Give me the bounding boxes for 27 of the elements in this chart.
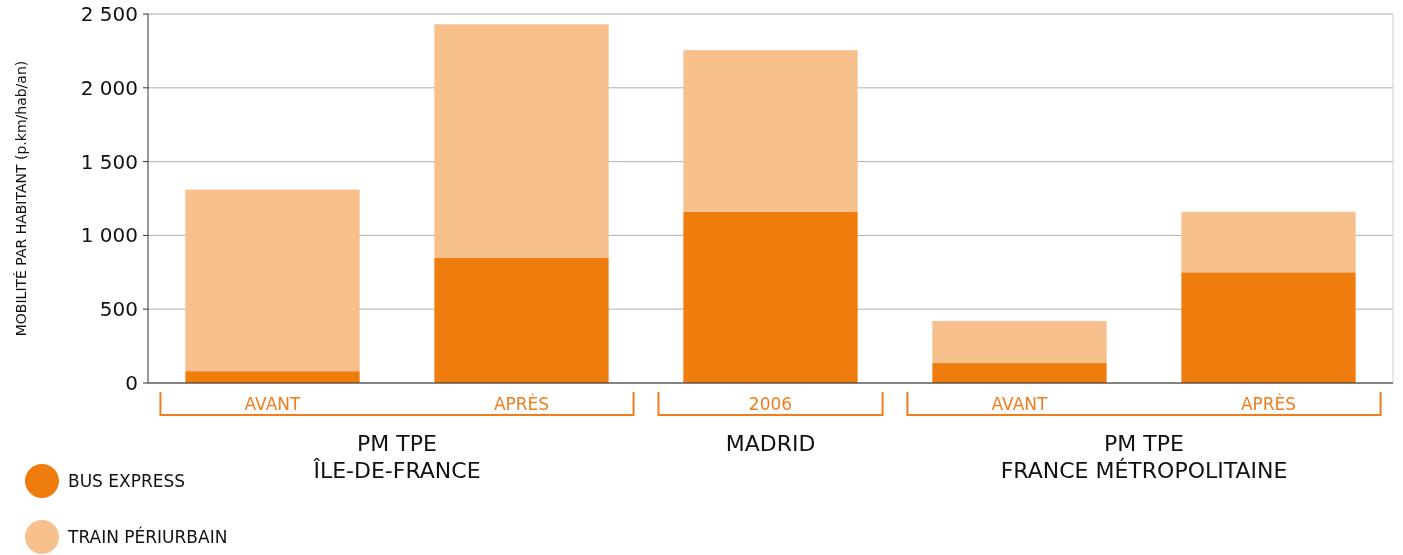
bar bbox=[932, 321, 1107, 364]
bar bbox=[1181, 211, 1356, 273]
text: PM TPE FRANCE MÉTROPOLITAINE bbox=[1000, 431, 1288, 483]
x-tick-label: AVANT bbox=[244, 394, 302, 414]
y-tick-label: 0 bbox=[125, 371, 138, 395]
bar bbox=[683, 50, 858, 212]
y-tick-label: 500 bbox=[99, 297, 138, 322]
text: PM TPE ÎLE-DE-FRANCE bbox=[312, 431, 481, 483]
legend-label: BUS EXPRESS bbox=[68, 470, 186, 491]
x-tick-label: 2006 bbox=[748, 394, 793, 414]
bar bbox=[932, 363, 1107, 383]
y-tick-label: 2 000 bbox=[80, 75, 138, 100]
x-tick-label: APRÈS bbox=[493, 393, 550, 414]
y-tick-label: 1 500 bbox=[80, 149, 138, 174]
bar bbox=[185, 189, 360, 372]
bar bbox=[434, 257, 609, 383]
legend-label: TRAIN PÉRIURBAIN bbox=[67, 525, 228, 547]
y-axis-title: MOBILITÉ PAR HABITANT (p.km/hab/an) bbox=[13, 60, 29, 337]
x-tick-label: APRÈS bbox=[1240, 393, 1297, 414]
bar bbox=[434, 24, 609, 258]
y-tick-label: 2 500 bbox=[80, 2, 138, 26]
bar bbox=[185, 371, 360, 383]
x-tick-label: AVANT bbox=[991, 394, 1049, 414]
bar bbox=[1181, 272, 1356, 383]
bar bbox=[683, 211, 858, 383]
text: MADRID bbox=[725, 431, 816, 456]
y-tick-label: 1 000 bbox=[80, 223, 138, 248]
